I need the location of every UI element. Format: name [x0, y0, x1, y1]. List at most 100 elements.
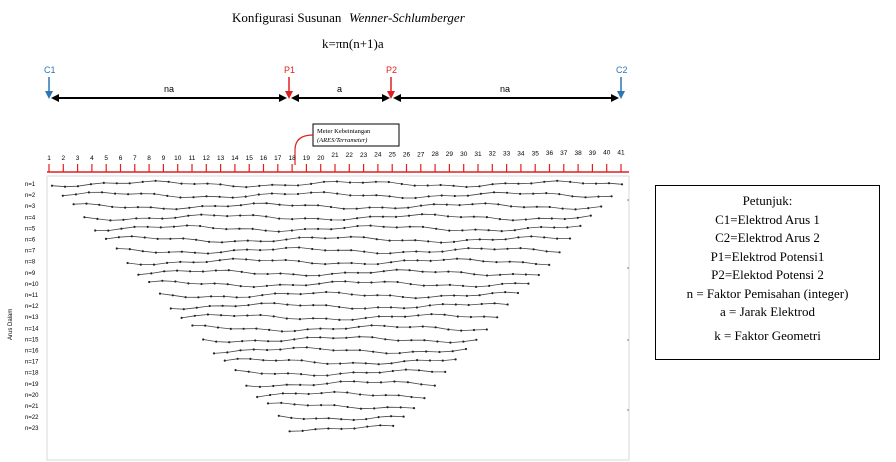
datum-point — [394, 207, 397, 210]
datum-point — [286, 303, 289, 306]
datum-point — [269, 393, 272, 397]
datum-point — [100, 191, 104, 194]
datum-point — [312, 292, 315, 295]
datum-point — [433, 213, 437, 216]
datum-point — [310, 182, 313, 185]
ruler-label: 22 — [346, 152, 354, 159]
datum-point — [260, 372, 263, 375]
depth-level-row — [104, 235, 572, 244]
datum-point — [179, 196, 182, 199]
datum-point — [218, 259, 221, 262]
datum-point — [304, 204, 307, 207]
datum-point — [566, 226, 569, 229]
depth-level-label: n=23 — [25, 426, 39, 432]
datum-point — [221, 304, 224, 307]
datum-point — [310, 191, 313, 194]
datum-point — [386, 406, 389, 409]
datum-point — [252, 285, 255, 289]
datum-point — [226, 283, 229, 286]
datum-point — [453, 194, 456, 198]
ruler-label: 17 — [274, 155, 282, 162]
datum-point — [166, 194, 169, 197]
datum-point — [390, 315, 394, 318]
datum-point — [351, 307, 354, 310]
datum-point — [369, 271, 372, 274]
datum-point — [102, 181, 105, 184]
datum-point — [332, 327, 335, 331]
datum-point — [607, 182, 611, 185]
datum-point — [487, 229, 490, 232]
datum-point — [296, 192, 300, 196]
datum-point — [201, 270, 205, 273]
datum-point — [366, 381, 369, 384]
datum-point — [279, 272, 282, 275]
datum-point — [245, 384, 248, 387]
datum-point — [459, 216, 463, 219]
datum-point — [311, 262, 314, 265]
depth-level-label: n=2 — [25, 193, 36, 199]
datum-point — [486, 274, 489, 277]
datum-point — [365, 418, 368, 421]
legend-box: Petunjuk: C1=Elektrod Arus 1 C2=Elektrod… — [655, 185, 880, 360]
datum-point — [220, 314, 223, 317]
datum-point — [256, 395, 259, 399]
datum-point — [381, 215, 385, 218]
datum-point — [527, 282, 530, 285]
span-arrow-mid — [291, 94, 390, 102]
datum-point — [440, 194, 443, 197]
ruler-label: 27 — [417, 151, 425, 158]
datum-point — [184, 296, 187, 299]
datum-point — [392, 424, 395, 427]
datum-point — [469, 315, 472, 319]
datum-point — [519, 247, 522, 250]
depth-level-row — [245, 380, 436, 388]
datum-point — [416, 259, 419, 262]
ruler-label: 35 — [532, 150, 540, 157]
datum-point — [200, 213, 203, 216]
datum-point — [188, 206, 191, 209]
ruler-label: 30 — [460, 151, 468, 158]
span-arrow-right — [393, 94, 619, 102]
depth-level-row — [126, 257, 551, 266]
resistivity-meter: Meter Kebeintangan (ARES/Terrameter) — [294, 123, 400, 165]
datum-point — [485, 216, 488, 219]
datum-point — [313, 361, 316, 364]
datum-point — [257, 193, 260, 196]
datum-point — [561, 207, 564, 210]
electrode-c2-label: C2 — [616, 65, 628, 75]
datum-point — [610, 195, 613, 198]
datum-point — [313, 374, 316, 377]
ruler-label: 41 — [617, 150, 625, 157]
datum-point — [280, 401, 283, 404]
datum-point — [115, 182, 118, 185]
datum-point — [427, 240, 430, 243]
datum-point — [148, 280, 151, 284]
pseudosection-frame — [46, 175, 630, 461]
legend-p1: P1=Elektrod Potensi1 — [710, 248, 825, 264]
datum-point — [325, 317, 328, 320]
datum-point — [180, 250, 183, 253]
datum-point — [270, 192, 273, 195]
datum-point — [265, 215, 268, 218]
datum-point — [245, 248, 249, 251]
datum-point — [258, 385, 261, 388]
datum-point — [61, 194, 64, 197]
datum-point — [280, 330, 284, 333]
datum-point — [514, 282, 517, 285]
datum-point — [543, 180, 546, 183]
datum-point — [369, 215, 372, 218]
datum-point — [349, 235, 352, 238]
datum-point — [451, 350, 454, 353]
datum-point — [350, 249, 353, 252]
depth-level-row — [137, 268, 540, 277]
datum-point — [408, 326, 412, 329]
datum-point — [193, 314, 196, 317]
datum-point — [375, 194, 378, 197]
datum-point — [434, 326, 437, 329]
datum-point — [292, 346, 295, 349]
datum-point — [128, 248, 131, 251]
datum-point — [284, 184, 287, 187]
ruler-label: 39 — [589, 150, 597, 157]
depth-level-row — [72, 202, 603, 211]
datum-point — [154, 251, 157, 254]
